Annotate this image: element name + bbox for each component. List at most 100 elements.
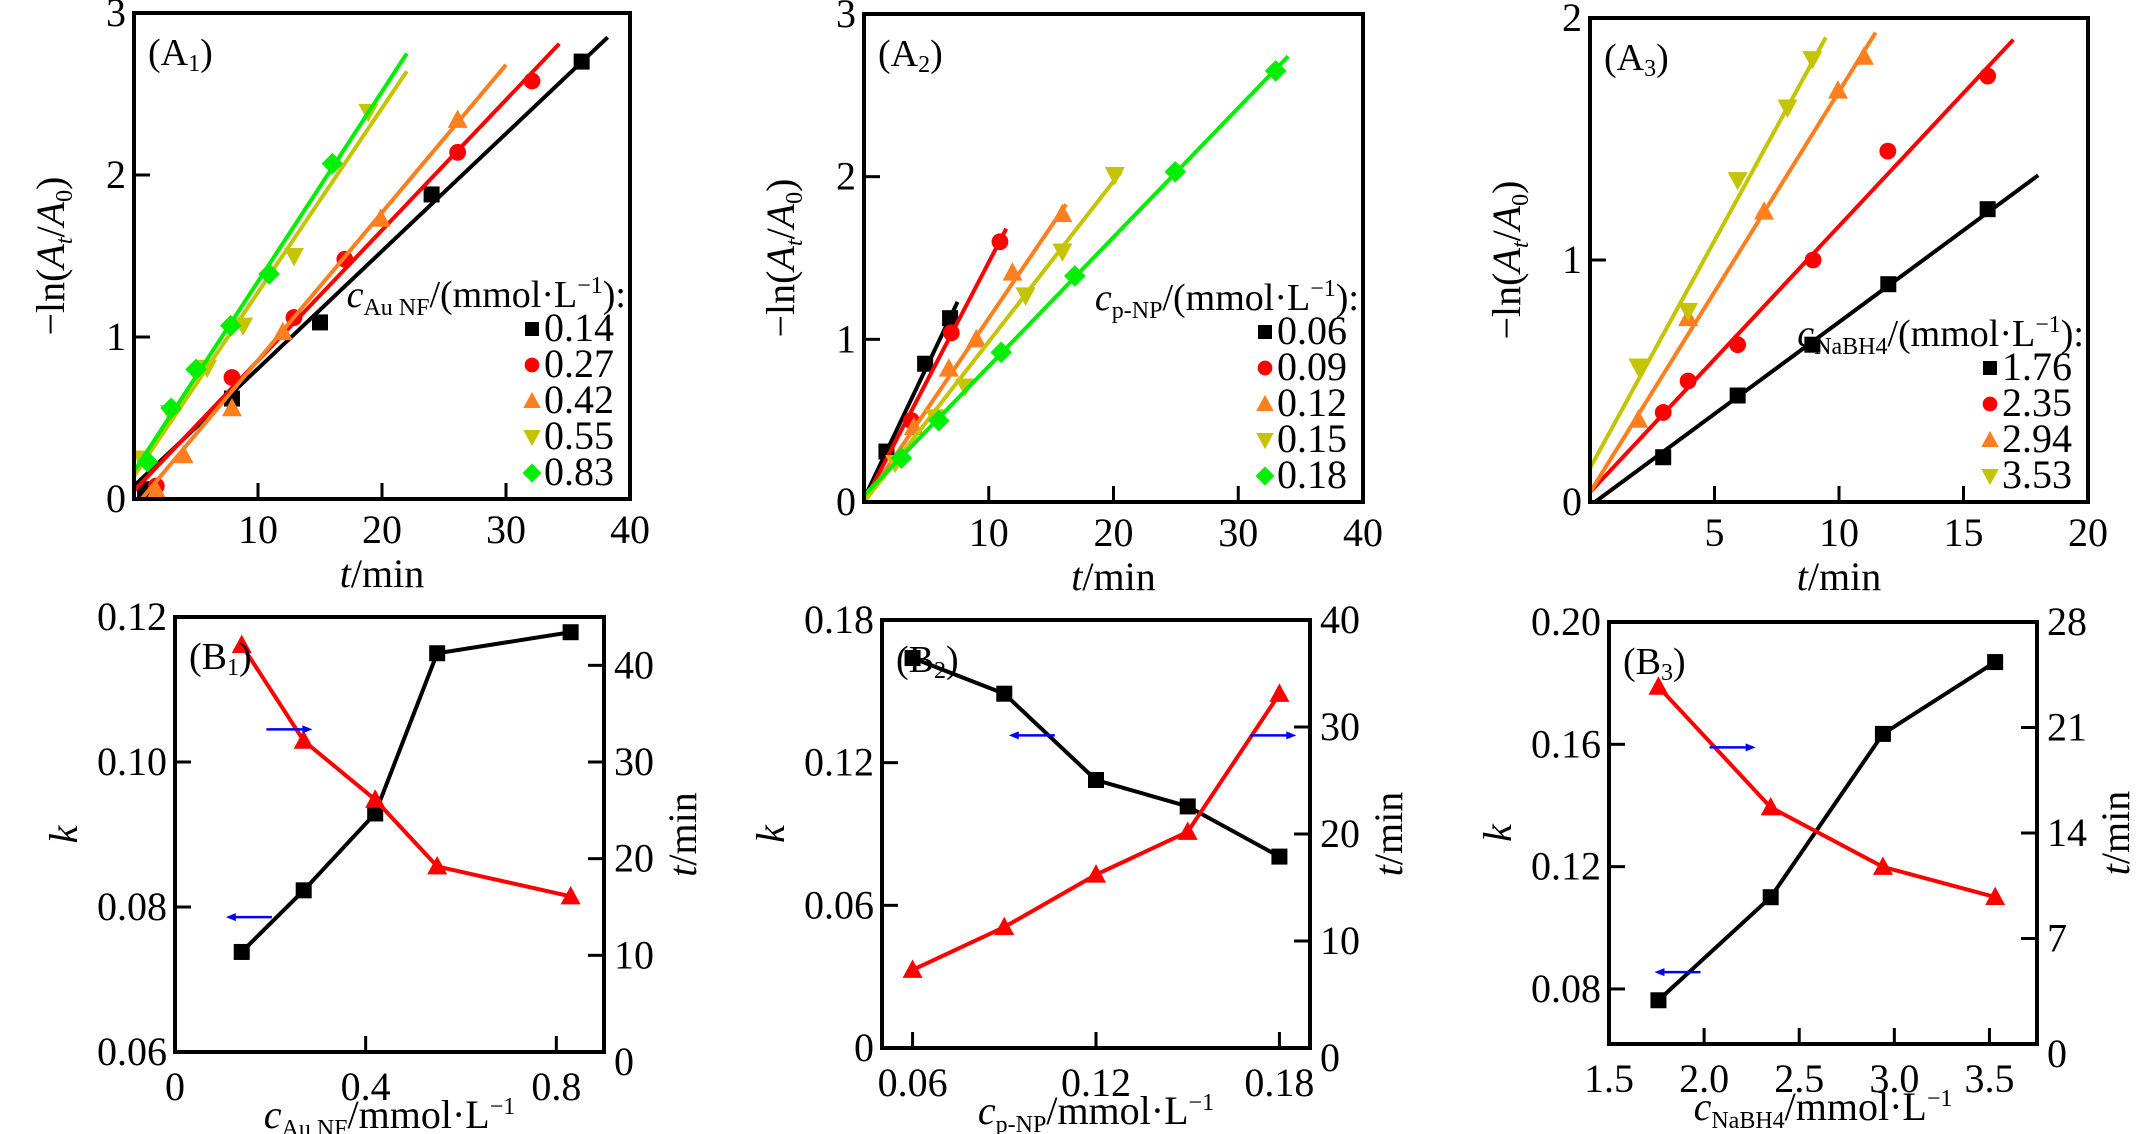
legend-label: 3.53 (2002, 452, 2072, 497)
x-tick-label: 0.12 (1061, 1060, 1131, 1105)
x-tick-label: 2.5 (1774, 1056, 1824, 1101)
data-point (1802, 51, 1823, 70)
series-k (233, 624, 579, 960)
legend-marker (523, 430, 541, 447)
data-point (283, 248, 304, 267)
data-point (312, 314, 328, 331)
series-line (240, 630, 571, 954)
series-0.18 (864, 54, 1290, 497)
series-line (1656, 685, 1996, 899)
series-k (904, 650, 1288, 865)
plot-area (1590, 31, 2040, 502)
data-point (1872, 856, 1893, 875)
y-tick-label-left: 0.12 (97, 594, 167, 639)
y-tick-label-right: 40 (1320, 597, 1360, 642)
data-point (223, 369, 241, 386)
series-3.53 (1590, 36, 1828, 470)
series-2.94 (1590, 31, 1878, 494)
data-point (146, 480, 167, 499)
legend-marker (524, 357, 540, 373)
legend-item: 0.06 (1258, 308, 1347, 353)
legend-item: 1.76 (1983, 344, 2072, 389)
legend: cp-NP/(mmol·L−1):0.060.090.120.150.18 (1095, 276, 1359, 497)
data-point (1064, 265, 1086, 287)
data-point (1762, 889, 1779, 906)
data-point (1828, 80, 1849, 99)
data-point (1679, 372, 1697, 390)
legend-marker (1257, 360, 1273, 376)
y-tick-label-left: 0.06 (97, 1029, 167, 1074)
data-point (1655, 449, 1672, 466)
series-0.42 (139, 63, 508, 499)
data-point (221, 397, 242, 417)
data-point (1177, 821, 1198, 840)
x-tick-label: 40 (1343, 510, 1383, 555)
panel-a1: 10 20 30 40 0 1 2 3 t/min −ln(At/A0) (A1) cAu NF/(m… (28, 0, 650, 596)
plot-area (864, 54, 1290, 502)
x-axis-label: t/min (1797, 554, 1881, 599)
y-tick-label-right: 40 (614, 642, 654, 687)
data-point (272, 321, 293, 341)
data-point (367, 805, 384, 822)
panel-b3: 1.5 2.0 2.5 3.0 3.5 0.08 0.12 0.16 0.20 0 7 14 21 28 c… (1475, 599, 2138, 1134)
data-point (1754, 201, 1775, 220)
data-point (938, 358, 959, 377)
x-axis-label: cNaBH4/mmol·L−1 (1694, 1084, 1953, 1134)
arrow-left-icon (1654, 968, 1701, 977)
legend-label: 1.76 (2002, 344, 2072, 389)
legend-item: 0.09 (1257, 344, 1347, 389)
data-point (1777, 99, 1798, 118)
y-tick-label-right: 0 (614, 1039, 634, 1084)
panel-a2: 10 20 30 40 0 1 2 3 t/min −ln(At/A0) (A2) cp-NP/(mm… (758, 0, 1383, 599)
data-point (233, 943, 250, 960)
y-axis-label-left: k (41, 824, 86, 843)
y-tick-label: 0 (1562, 479, 1582, 524)
data-point (890, 447, 913, 469)
data-point (1804, 336, 1821, 353)
y-tick-label: 2 (1562, 0, 1582, 40)
legend-marker (1981, 430, 1999, 447)
series-0.09 (864, 227, 1009, 502)
legend-marker (1982, 396, 1998, 412)
y-tick-label-right: 10 (614, 932, 654, 977)
y-tick-label-left: 0.16 (1531, 721, 1601, 766)
data-point (1015, 287, 1036, 306)
data-point (1179, 798, 1196, 815)
series-line (1657, 660, 1997, 1002)
x-tick-label: 3.5 (1964, 1056, 2014, 1101)
data-point (160, 397, 182, 420)
data-point (429, 645, 446, 662)
x-tick-label: 30 (1218, 510, 1258, 555)
axes-frame (880, 618, 1312, 1050)
data-point (1104, 167, 1125, 186)
data-point (1052, 203, 1073, 223)
panel-b2: 0.06 0.12 0.1800.060.120.18010203040cp-NP/… (748, 597, 1411, 1134)
legend-marker (1256, 394, 1274, 411)
legend-label: 0.42 (544, 377, 614, 422)
legend-marker (525, 322, 539, 336)
legend-title: cNaBH4/(mmol·L−1): (1797, 312, 2084, 360)
y-tick-label-right: 20 (1320, 811, 1360, 856)
legend-marker (1258, 325, 1272, 339)
y-tick-label: 1 (106, 314, 126, 359)
x-axis-label: cp-NP/mmol·L−1 (978, 1088, 1214, 1134)
data-point (1648, 676, 1669, 695)
data-point (991, 233, 1009, 251)
y-tick-label-left: 0.12 (804, 740, 874, 785)
panel-b1: 0 0.4 0.8 0.06 0.08 0.10 0.12 0 10 20 30 40 cAu NF/m… (41, 594, 705, 1134)
axes-frame (173, 615, 606, 1054)
legend-item: 2.35 (1982, 380, 2072, 425)
y-tick-label-left: 0.08 (97, 884, 167, 929)
legend-label: 0.27 (544, 341, 614, 386)
data-point (1628, 409, 1649, 428)
legend-item: 0.14 (525, 305, 614, 350)
x-tick-label: 20 (1094, 510, 1134, 555)
y-tick-label: 3 (106, 0, 126, 35)
y-tick-label-right: 21 (2047, 705, 2087, 750)
data-point (1804, 251, 1822, 269)
legend: cNaBH4/(mmol·L−1):1.762.352.943.53 (1797, 312, 2084, 497)
y-tick-label: 0 (106, 476, 126, 521)
legend-item: 0.12 (1256, 380, 1347, 425)
series-t (1648, 676, 2006, 906)
legend-title: cAu NF/(mmol·L−1): (347, 273, 626, 321)
